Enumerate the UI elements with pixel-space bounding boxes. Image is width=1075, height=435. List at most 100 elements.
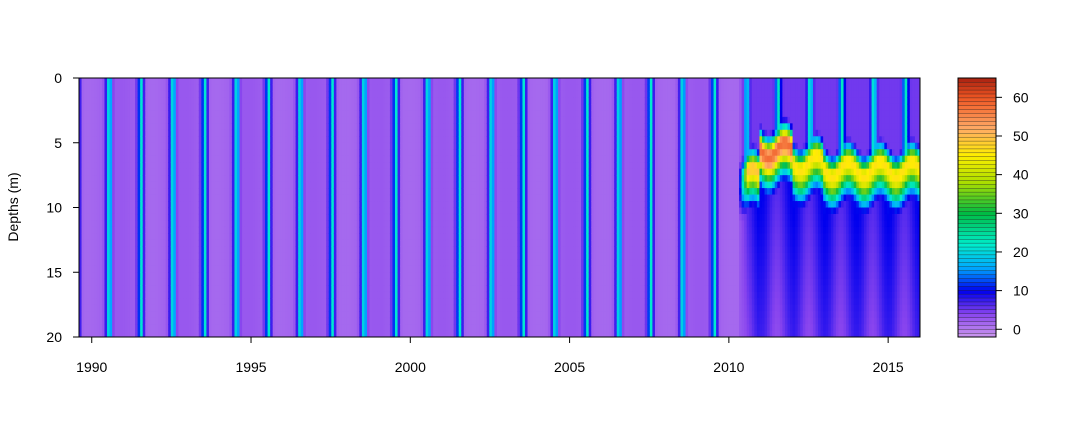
heatmap-cell xyxy=(359,123,363,131)
heatmap-cell xyxy=(129,84,134,92)
heatmap-cell xyxy=(237,265,241,273)
heatmap-cell xyxy=(216,175,220,183)
heatmap-cell xyxy=(211,207,215,215)
heatmap-cell xyxy=(303,136,307,144)
heatmap-cell xyxy=(308,311,312,319)
heatmap-cell xyxy=(275,259,279,267)
heatmap-cell xyxy=(152,265,157,273)
heatmap-cell xyxy=(147,239,151,247)
heatmap-cell xyxy=(234,181,238,189)
heatmap-cell xyxy=(287,330,292,337)
heatmap-cell xyxy=(310,233,315,241)
heatmap-cell xyxy=(344,110,348,118)
heatmap-cell xyxy=(272,188,276,196)
heatmap-cell xyxy=(265,272,269,280)
heatmap-cell xyxy=(318,188,322,196)
heatmap-cell xyxy=(265,103,269,111)
heatmap-cell xyxy=(155,213,159,222)
heatmap-cell xyxy=(277,168,281,176)
heatmap-cell xyxy=(132,239,136,247)
heatmap-cell xyxy=(341,239,345,247)
heatmap-cell xyxy=(323,162,327,170)
heatmap-cell xyxy=(331,252,335,260)
heatmap-cell xyxy=(201,298,205,306)
heatmap-cell xyxy=(191,330,195,337)
heatmap-cell xyxy=(101,155,106,163)
heatmap-cell xyxy=(135,298,139,306)
heatmap-cell xyxy=(389,116,394,124)
heatmap-cell xyxy=(305,239,309,247)
heatmap-cell xyxy=(175,259,179,267)
heatmap-cell xyxy=(326,78,330,86)
heatmap-cell xyxy=(382,246,386,254)
heatmap-cell xyxy=(351,252,355,260)
heatmap-cell xyxy=(323,330,327,337)
heatmap-cell xyxy=(91,285,95,293)
heatmap-cell xyxy=(152,155,157,163)
heatmap-cell xyxy=(114,181,118,189)
heatmap-cell xyxy=(96,298,100,306)
heatmap-cell xyxy=(275,220,279,228)
heatmap-cell xyxy=(298,246,302,254)
heatmap-cell xyxy=(359,298,363,306)
heatmap-cell xyxy=(366,278,371,286)
heatmap-cell xyxy=(379,265,383,273)
heatmap-cell xyxy=(86,162,90,170)
heatmap-cell xyxy=(389,239,394,247)
heatmap-cell xyxy=(214,207,218,215)
heatmap-cell xyxy=(313,311,317,319)
heatmap-cell xyxy=(310,78,315,86)
heatmap-cell xyxy=(122,330,126,337)
heatmap-cell xyxy=(344,162,348,170)
heatmap-cell xyxy=(239,97,243,105)
heatmap-cell xyxy=(127,84,131,92)
heatmap-cell xyxy=(351,220,355,228)
heatmap-cell xyxy=(163,239,167,247)
heatmap-cell xyxy=(270,97,274,105)
heatmap-cell xyxy=(267,129,271,137)
heatmap-cell xyxy=(310,291,315,299)
heatmap-cell xyxy=(79,265,83,273)
heatmap-cell xyxy=(234,272,238,280)
heatmap-cell xyxy=(114,136,118,144)
heatmap-cell xyxy=(254,317,258,325)
heatmap-cell xyxy=(127,129,131,137)
heatmap-cell xyxy=(369,311,373,319)
heatmap-cell xyxy=(308,239,312,247)
heatmap-cell xyxy=(178,149,182,157)
heatmap-cell xyxy=(119,129,123,137)
heatmap-cell xyxy=(89,90,93,99)
heatmap-cell xyxy=(99,155,103,163)
heatmap-cell xyxy=(374,278,378,286)
heatmap-cell xyxy=(201,136,205,144)
heatmap-cell xyxy=(91,324,95,332)
heatmap-cell xyxy=(142,103,146,111)
heatmap-cell xyxy=(239,324,243,332)
heatmap-cell xyxy=(372,278,376,286)
heatmap-cell xyxy=(300,272,304,280)
heatmap-cell xyxy=(203,90,208,99)
heatmap-cell xyxy=(259,226,264,234)
heatmap-cell xyxy=(247,324,251,332)
heatmap-cell xyxy=(382,123,386,131)
heatmap-cell xyxy=(178,246,182,254)
heatmap-cell xyxy=(173,103,177,111)
heatmap-cell xyxy=(132,90,136,99)
heatmap-cell xyxy=(259,162,264,170)
heatmap-cell xyxy=(310,265,315,273)
heatmap-cell xyxy=(160,278,164,286)
heatmap-cell xyxy=(160,155,164,163)
heatmap-cell xyxy=(94,103,98,111)
heatmap-cell xyxy=(356,149,360,157)
heatmap-cell xyxy=(178,298,182,306)
heatmap-cell xyxy=(191,291,195,299)
heatmap-cell xyxy=(107,291,111,299)
heatmap-cell xyxy=(231,291,236,299)
heatmap-cell xyxy=(91,252,95,260)
heatmap-cell xyxy=(259,291,264,299)
heatmap-cell xyxy=(392,188,396,196)
heatmap-cell xyxy=(122,265,126,273)
heatmap-cell xyxy=(122,285,126,293)
heatmap-cell xyxy=(341,226,345,234)
heatmap-cell xyxy=(372,78,376,86)
